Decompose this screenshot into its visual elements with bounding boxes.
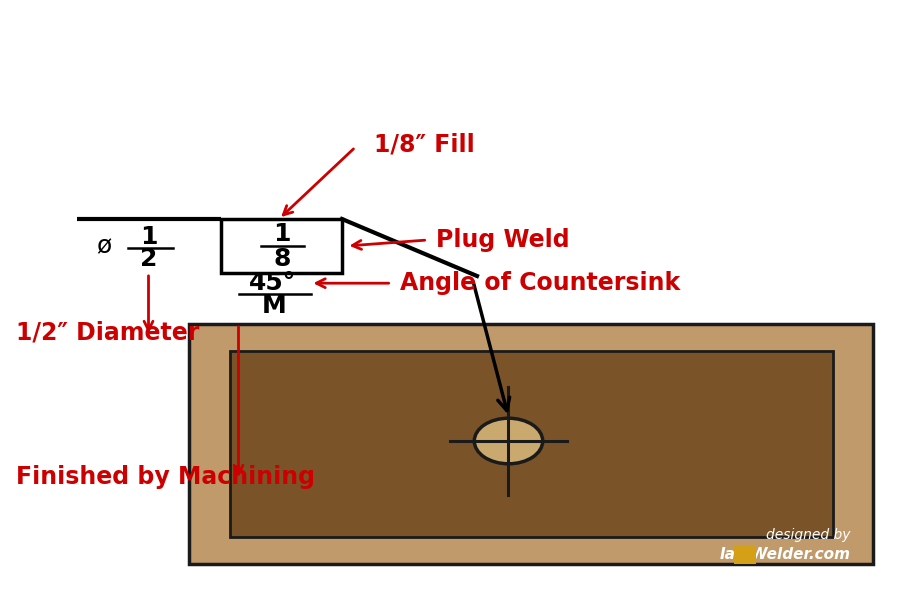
Text: Finished by Machining: Finished by Machining [16, 465, 315, 489]
Text: IamWelder.com: IamWelder.com [719, 547, 850, 562]
Text: 8: 8 [273, 247, 291, 271]
Text: 1/2″ Diameter: 1/2″ Diameter [16, 321, 200, 345]
Text: Plug Weld: Plug Weld [436, 228, 570, 252]
Text: 1: 1 [273, 222, 291, 246]
Text: ø: ø [96, 234, 111, 258]
Bar [734, 546, 756, 564]
Text: Angle of Countersink: Angle of Countersink [400, 271, 680, 295]
Text: 2: 2 [140, 247, 158, 271]
Bar [189, 324, 873, 564]
Bar [230, 351, 832, 537]
Text: M: M [262, 294, 287, 318]
Text: 1/8″ Fill: 1/8″ Fill [374, 132, 474, 156]
Bar [220, 219, 342, 273]
Text: 45°: 45° [249, 271, 296, 295]
Text: designed by: designed by [766, 528, 850, 542]
Text: 1: 1 [140, 225, 158, 249]
Ellipse shape [474, 418, 543, 464]
